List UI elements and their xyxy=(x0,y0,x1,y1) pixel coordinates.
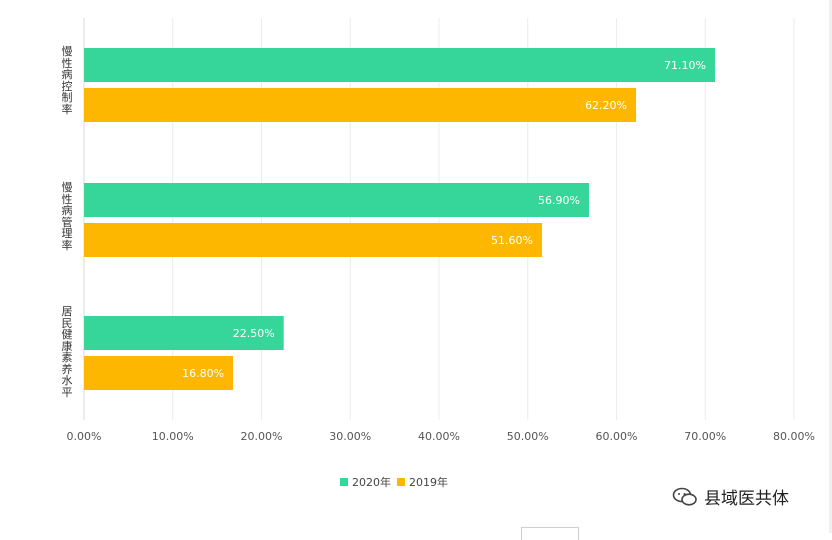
legend-swatch-2020 xyxy=(340,478,348,486)
bar-data-label: 56.90% xyxy=(538,194,580,207)
wechat-icon xyxy=(672,487,697,506)
bottom-tab xyxy=(521,527,579,540)
x-tick-label: 0.00% xyxy=(67,430,102,443)
x-tick-label: 60.00% xyxy=(596,430,638,443)
watermark-text: 县域医共体 xyxy=(704,489,789,509)
bar-data-label: 16.80% xyxy=(182,367,224,380)
category-label-2: 居民健康素养水平 xyxy=(61,305,73,399)
watermark: 县域医共体 xyxy=(672,484,789,509)
x-tick-label: 40.00% xyxy=(418,430,460,443)
bar xyxy=(84,316,284,350)
bar xyxy=(84,183,589,217)
legend-item-2019[interactable]: 2019年 xyxy=(397,474,448,490)
category-label-0: 慢性病控制率 xyxy=(61,45,73,116)
bar-data-label: 62.20% xyxy=(585,99,627,112)
x-tick-label: 70.00% xyxy=(684,430,726,443)
legend-item-2020[interactable]: 2020年 xyxy=(340,474,391,490)
bar-data-label: 71.10% xyxy=(664,59,706,72)
x-tick-label: 30.00% xyxy=(329,430,371,443)
bar xyxy=(84,223,542,257)
bar-data-label: 51.60% xyxy=(491,234,533,247)
x-tick-label: 20.00% xyxy=(241,430,283,443)
legend-label-2020: 2020年 xyxy=(352,476,391,489)
bar xyxy=(84,88,637,122)
x-tick-label: 80.00% xyxy=(773,430,815,443)
bar-data-label: 22.50% xyxy=(233,327,275,340)
x-tick-label: 10.00% xyxy=(152,430,194,443)
category-label-1: 慢性病管理率 xyxy=(61,181,73,252)
right-edge xyxy=(829,0,832,533)
chart-legend: 2020年 2019年 xyxy=(340,474,454,490)
legend-label-2019: 2019年 xyxy=(409,476,448,489)
legend-swatch-2019 xyxy=(397,478,405,486)
bar xyxy=(84,356,234,390)
bar xyxy=(84,48,716,82)
x-tick-label: 50.00% xyxy=(507,430,549,443)
